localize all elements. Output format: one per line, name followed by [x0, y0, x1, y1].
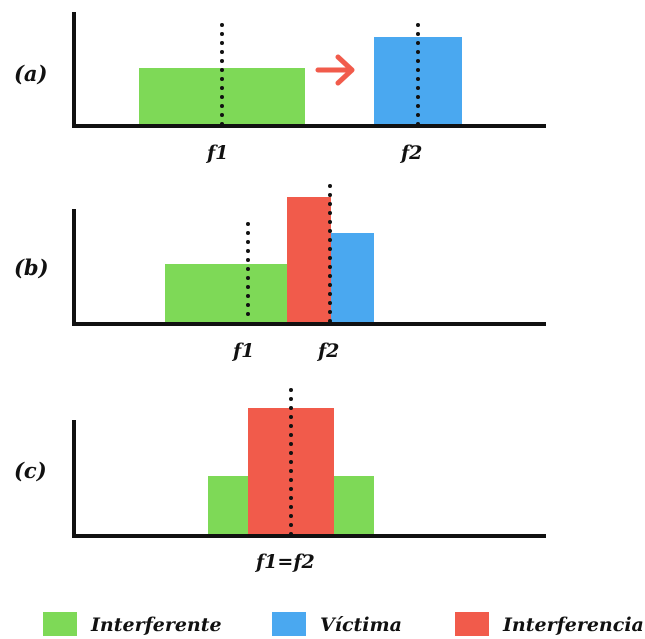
panel-a-f2-label: f2 — [399, 142, 422, 164]
legend: Interferente Víctima Interferencia — [43, 612, 644, 636]
legend-interferente-swatch — [43, 612, 77, 636]
legend-interferencia-swatch — [455, 612, 489, 636]
panel-a-label: (a) — [14, 61, 47, 86]
panel-b: (b) f1 f2 — [14, 184, 546, 362]
panel-b-label: (b) — [14, 255, 49, 280]
legend-victima-swatch — [272, 612, 306, 636]
panel-c-f-label: f1=f2 — [254, 551, 315, 573]
panel-b-f2-label: f2 — [316, 340, 339, 362]
panel-a: (a) f1 f2 — [14, 12, 546, 164]
panel-a-arrow-icon — [315, 54, 355, 86]
legend-interferente-label: Interferente — [90, 614, 222, 636]
panel-b-victima-bar — [331, 233, 374, 323]
panel-b-interferencia-bar — [287, 197, 331, 323]
panel-a-f1-label: f1 — [205, 142, 228, 164]
legend-interferencia-label: Interferencia — [502, 614, 644, 636]
panel-c: (c) f1=f2 — [14, 388, 546, 573]
panel-b-interferente-bar — [165, 264, 289, 323]
panel-c-label: (c) — [14, 458, 47, 483]
legend-victima-label: Víctima — [320, 614, 402, 636]
panel-b-f1-label: f1 — [231, 340, 254, 362]
